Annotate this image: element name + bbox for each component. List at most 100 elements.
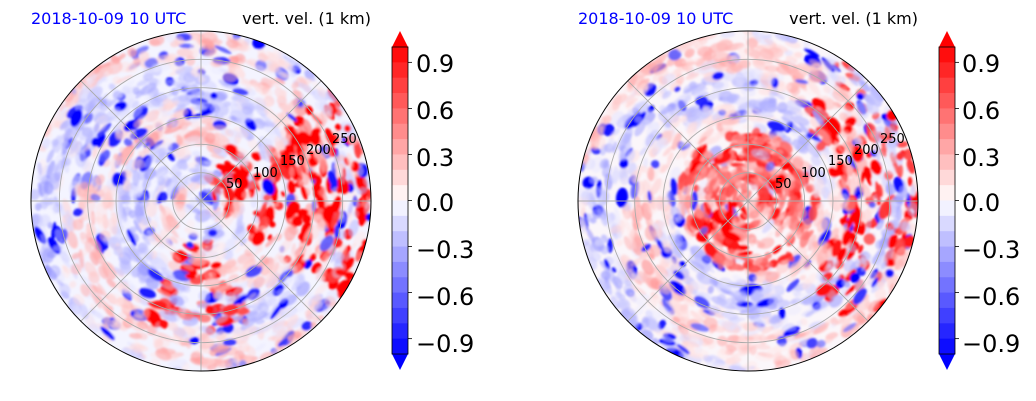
panel-2-field-cell — [846, 211, 856, 229]
panel-2-field-cell — [706, 167, 717, 182]
panel-2-field-cell — [746, 37, 758, 49]
panel-1-field-cell — [251, 230, 265, 246]
panel-1-cbar-level-5 — [392, 123, 408, 140]
panel-1-field-cell — [300, 229, 306, 236]
panel-1-field-cell — [115, 75, 133, 84]
panel-1-field-cell — [241, 105, 254, 115]
panel-1-field-cell — [300, 185, 308, 200]
panel-2-field-cell — [612, 252, 622, 271]
panel-1-field-cell — [138, 50, 150, 62]
panel-2-cbar-tick-00: 0.0 — [962, 189, 1000, 217]
panel-1-field-cell — [153, 185, 163, 201]
panel-2-field-cell — [811, 97, 823, 108]
panel-1-field-cell — [126, 228, 137, 247]
panel-2-field-cell — [752, 343, 771, 350]
panel-1-field-cell — [279, 237, 293, 255]
panel-2-field-cell — [740, 182, 749, 194]
panel-2-field-cell — [662, 204, 674, 221]
panel-1-field-cell — [256, 261, 263, 268]
panel-2-field-cell — [684, 230, 692, 241]
panel-2-field-cell — [747, 264, 761, 273]
panel-1-field-cell — [124, 349, 134, 357]
panel-1-field-cell — [182, 164, 189, 171]
panel-2-field-cell — [863, 233, 876, 245]
panel-1-field-cell — [185, 55, 196, 66]
panel-1-azimuth-line-3 — [80, 80, 202, 202]
panel-2-cbar-level-3 — [939, 93, 955, 109]
panel-2-field-cell — [810, 70, 827, 83]
panel-1-cbar-tick-neg06: −0.6 — [416, 283, 474, 311]
panel-1-field-cell — [294, 160, 305, 179]
panel-1-field-cell — [208, 125, 227, 131]
panel-1-field-cell — [215, 291, 223, 300]
panel-1-field-cell — [314, 101, 323, 112]
panel-1-field-cell — [72, 294, 85, 306]
panel-1-field-cell — [75, 149, 87, 168]
panel-2-field-cell — [805, 310, 815, 318]
panel-2-field-cell — [742, 124, 753, 130]
panel-1-field-cell — [223, 72, 238, 83]
panel-1-field-cell — [103, 316, 111, 324]
panel-2-field-cell — [816, 339, 826, 348]
panel-1-field-cell — [166, 108, 177, 116]
panel-1-field-cell — [70, 109, 83, 127]
panel-2-field-cell — [594, 136, 606, 150]
panel-1-field-cell — [59, 283, 71, 296]
panel-1-field-cell — [237, 221, 245, 234]
panel-2-field-cell — [771, 207, 781, 220]
panel-2-field-cell — [914, 190, 918, 207]
panel-2-field-cell — [619, 169, 627, 179]
panel-1-field-cell — [203, 271, 213, 280]
panel-2-field-cell — [642, 157, 649, 169]
panel-1-field-cell — [213, 345, 230, 354]
panel-2-field-cell — [784, 50, 794, 57]
panel-1-field-cell — [254, 343, 266, 352]
panel-2-field-cell — [865, 218, 872, 237]
panel-2-field-cell — [843, 259, 855, 272]
panel-1-field-cell — [200, 115, 213, 124]
panel-1-field-cell — [165, 32, 177, 43]
panel-1-field-cell — [213, 140, 221, 149]
panel-1-field-cell — [262, 178, 275, 196]
panel-2-field-cell — [732, 334, 739, 343]
panel-1-field-cell — [238, 176, 250, 189]
panel-1-field-cell — [333, 162, 345, 171]
panel-1-field-cell — [62, 222, 68, 231]
panel-2-field-cell — [767, 74, 775, 86]
panel-1-field-cell — [303, 70, 316, 82]
panel-1-field-cell — [133, 312, 143, 319]
panel-1-field-cell — [43, 181, 54, 195]
panel-2-field-cell — [764, 207, 774, 218]
panel-1-field-cell — [134, 216, 143, 224]
panel-2-field-cell — [617, 232, 623, 239]
panel-1-field-cell — [271, 325, 289, 338]
panel-2-field-cell — [591, 208, 602, 219]
panel-2-field-cell — [871, 284, 878, 294]
panel-1-cbar-level-0 — [392, 47, 408, 63]
panel-1-field-cell — [264, 120, 275, 128]
panel-1-field-cell — [91, 137, 100, 147]
panel-2-cbar-tick-03: 0.3 — [962, 144, 1000, 172]
panel-2-field-cell — [767, 296, 779, 307]
panel-1-field-cell — [233, 203, 241, 212]
panel-2-field-cell — [646, 59, 658, 67]
panel-1-field-cell — [278, 254, 288, 265]
panel-2-field-cell — [798, 83, 808, 91]
panel-1-field-cell — [269, 221, 276, 228]
panel-2-field-cell — [661, 73, 676, 86]
panel-2-field-cell — [671, 132, 682, 151]
panel-2-field-cell — [810, 347, 828, 360]
panel-2-field-cell — [598, 185, 604, 193]
panel-2-field-cell — [753, 315, 762, 328]
panel-2-field-cell — [691, 280, 707, 291]
panel-1-field-cell — [110, 211, 119, 224]
panel-2-field-cell — [781, 161, 791, 171]
panel-2-field-cell — [684, 159, 692, 169]
panel-2-field-cell — [630, 284, 647, 295]
panel-2-field-cell — [885, 268, 894, 278]
panel-1-cbar-level-2 — [392, 77, 408, 94]
panel-1-field-cell — [186, 241, 194, 249]
panel-1-field-cell — [281, 102, 297, 119]
panel-1-field-cell — [138, 276, 147, 284]
panel-1-field-cell — [304, 105, 314, 115]
